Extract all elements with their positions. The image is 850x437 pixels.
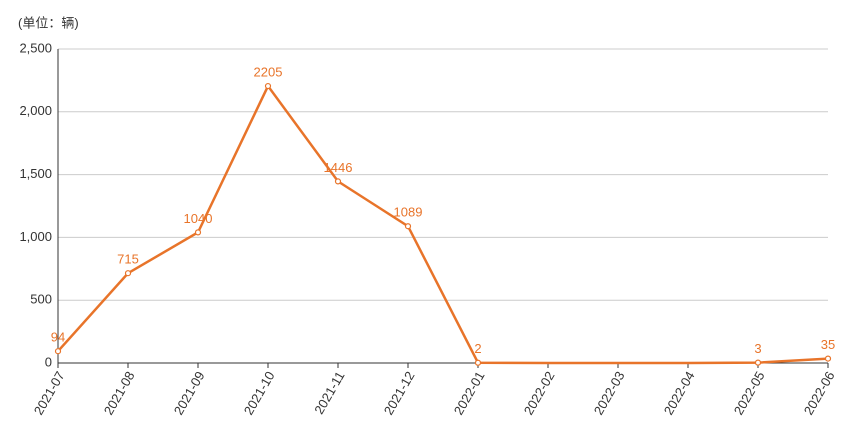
y-tick-label: 0: [45, 354, 52, 369]
x-tick-label: 2022-03: [591, 369, 628, 418]
series-line: [57, 83, 829, 365]
data-label: 35: [821, 337, 835, 352]
x-tick-label: 2022-02: [521, 369, 558, 418]
point: [474, 359, 482, 366]
point: [824, 355, 832, 362]
data-label: 2205: [254, 64, 283, 79]
y-tick-label: 2,500: [19, 40, 52, 55]
x-tick-label: 2021-09: [171, 369, 208, 418]
point: [264, 82, 272, 90]
x-tick-label: 2022-05: [731, 369, 768, 418]
y-tick-label: 2,000: [19, 103, 52, 118]
x-tick-label: 2022-04: [661, 369, 698, 418]
point: [334, 178, 342, 185]
y-tick-label: 500: [30, 292, 52, 307]
x-tick-label: 2021-10: [241, 369, 278, 418]
x-tick-label: 2021-07: [31, 369, 68, 418]
x-tick-label: 2021-11: [311, 369, 347, 417]
y-tick-label: 1,000: [19, 229, 52, 244]
x-tick-label: 2021-12: [381, 369, 418, 418]
point: [404, 223, 412, 230]
data-label: 715: [117, 252, 139, 267]
x-tick-label: 2021-08: [101, 369, 138, 418]
data-label: 1446: [324, 160, 353, 175]
data-label: 1089: [394, 205, 423, 220]
data-label: 94: [51, 330, 65, 345]
data-label: 2: [474, 341, 481, 356]
y-tick-label: 1,500: [19, 166, 52, 181]
x-tick-label: 2022-06: [801, 369, 838, 418]
x-tick-label: 2022-01: [451, 369, 488, 418]
point: [194, 229, 202, 236]
unit-label: (单位：辆): [18, 15, 79, 30]
point: [54, 348, 62, 355]
point: [754, 359, 762, 366]
data-label: 3: [754, 341, 761, 356]
data-label: 1040: [184, 211, 213, 226]
point: [124, 270, 132, 277]
